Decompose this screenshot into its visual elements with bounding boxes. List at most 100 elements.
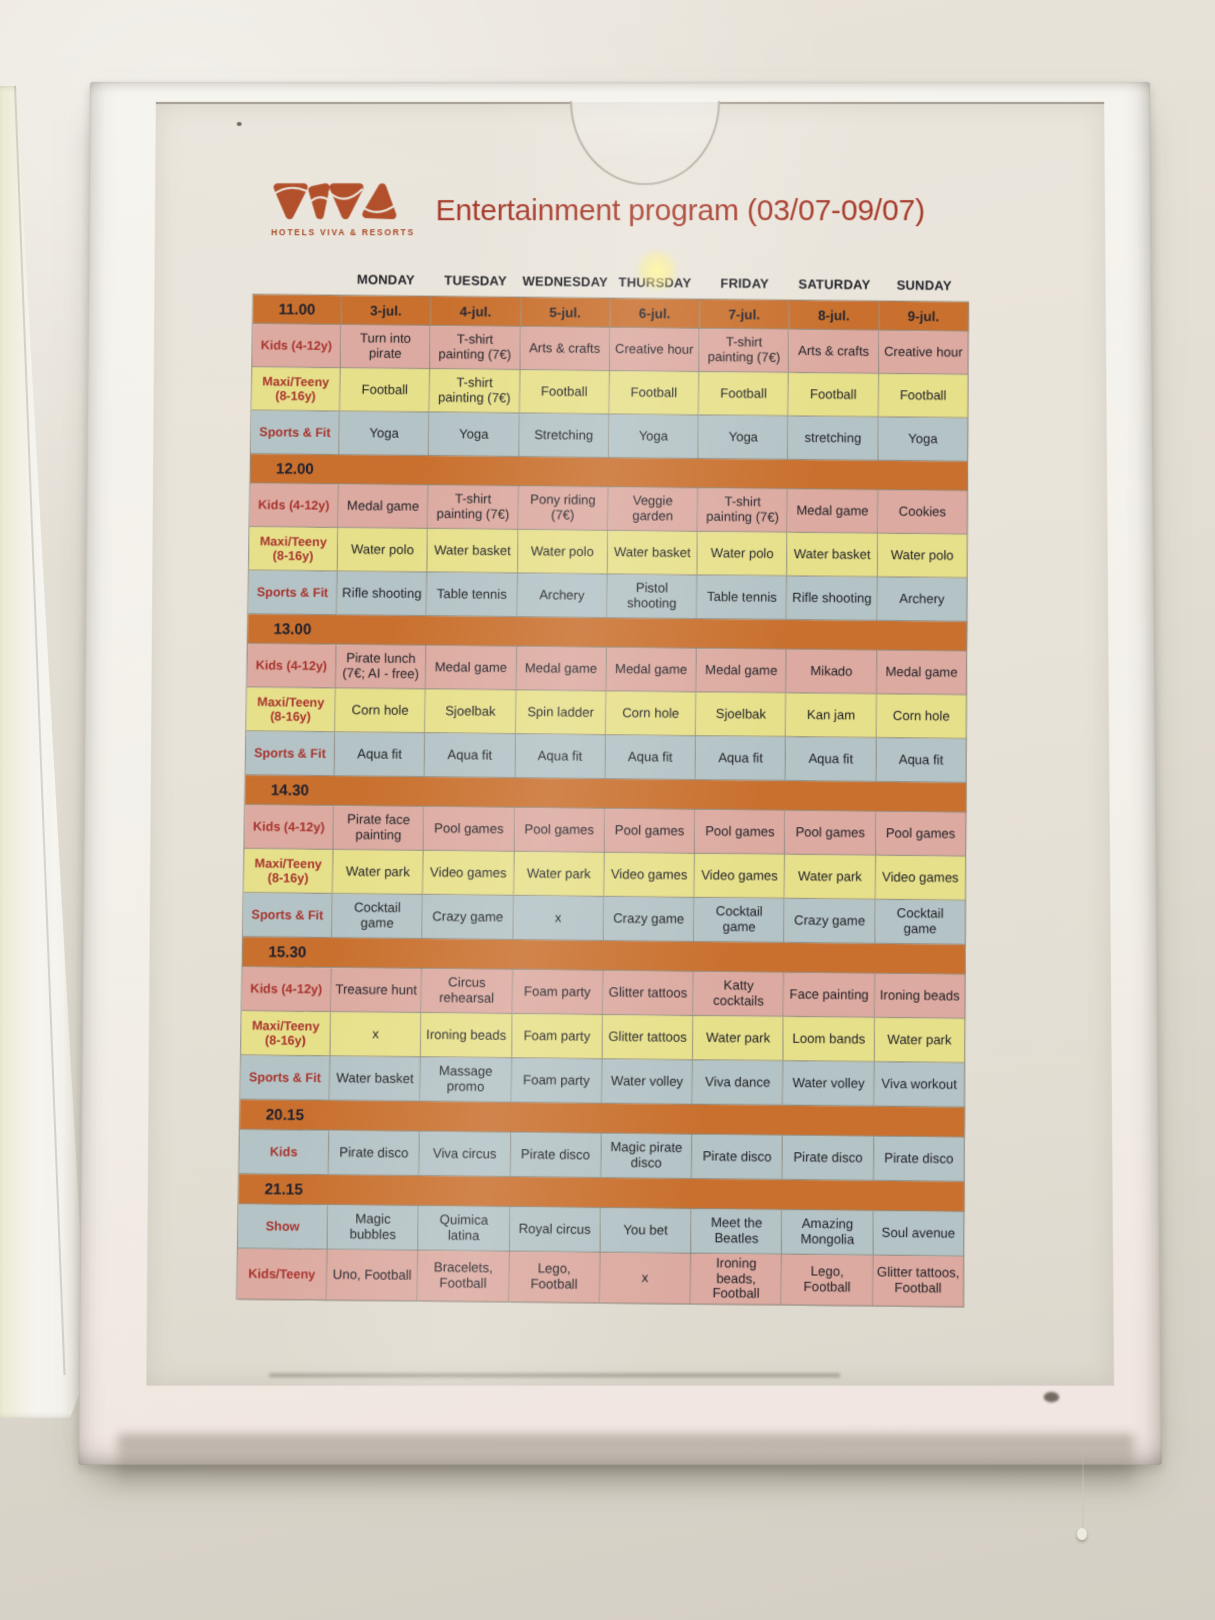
activity-cell: Medal game [606,647,697,693]
activity-cell: Creative hour [878,330,969,375]
activity-cell: Water volley [601,1059,694,1105]
activity-cell: Aqua fit [424,733,516,779]
activity-cell: Football [699,372,790,417]
activity-cell: T-shirt painting (7€) [429,369,521,414]
activity-cell: Cocktail game [875,899,966,945]
activity-cell: Foam party [511,1058,603,1104]
day-header-label: SATURDAY [798,275,871,292]
activity-cell: Pool games [514,807,606,853]
day-header-label: SUNDAY [896,276,952,293]
row-label: Maxi/Teeny (8-16y) [248,527,339,572]
activity-cell: Pool games [604,808,696,854]
activity-cell: You bet [600,1208,692,1254]
time-label: 14.30 [270,781,310,800]
row-label: Kids (4-12y) [241,966,332,1013]
activity-cell: Rifle shooting [337,571,428,617]
activity-cell: x [330,1012,422,1058]
date-cell: 8-jul. [789,300,880,331]
time-label: 13.00 [273,620,312,638]
activity-cell: Medal game [696,648,788,694]
activity-cell: Stretching [519,413,610,458]
activity-cell: Water basket [329,1056,422,1102]
activity-cell: Pool games [695,809,786,855]
row-label: Kids (4-12y) [244,804,335,850]
activity-cell: Viva circus [419,1131,511,1178]
activity-cell: Viva workout [874,1062,966,1108]
activity-cell: Pistol shooting [607,574,698,620]
activity-cell: Viva dance [692,1060,784,1106]
row-label: Kids/Teeny [237,1248,328,1301]
activity-cell: Football [788,372,879,418]
row-label: Maxi/Teeny (8-16y) [241,1011,332,1057]
activity-cell: Glitter tattoos [602,1015,694,1061]
day-header-label: MONDAY [356,271,415,287]
row-label: Maxi/Teeny (8-16y) [251,367,341,412]
activity-cell: Table tennis [427,572,518,618]
activity-cell: T-shirt painting (7€) [430,325,521,371]
activity-cell: T-shirt painting (7€) [697,488,789,533]
activity-cell: Water park [693,1015,785,1062]
date-cell: 4-jul. [430,296,521,327]
activity-cell: Arts & crafts [520,326,611,372]
activity-cell: Face painting [784,972,876,1018]
activity-cell: Water polo [877,533,968,579]
activity-cell: Crazy game [784,898,876,944]
activity-cell: Corn hole [876,694,967,740]
activity-cell: Medal game [876,650,968,696]
activity-cell: Medal game [338,484,429,529]
activity-cell: Archery [517,573,608,619]
activity-cell: Video games [604,852,696,898]
activity-cell: Aqua fit [334,732,426,778]
activity-cell: Water park [874,1017,966,1064]
activity-cell: Pool games [875,811,967,857]
activity-cell: Creative hour [609,327,700,373]
activity-cell: Water polo [337,528,429,573]
row-label: Show [237,1204,329,1250]
activity-cell: Ironing beads, Football [690,1253,783,1306]
activity-cell: Water polo [697,531,788,577]
activity-cell: Crazy game [422,894,514,941]
paint-drip-blob [1077,1528,1087,1540]
paper-speck [236,121,242,126]
day-header-row: MONDAYTUESDAYWEDNESDAYTHURSDAYFRIDAYSATU… [253,267,969,297]
activity-cell: Pirate disco [873,1136,965,1182]
activity-cell: Video games [694,853,786,899]
viva-logo: HOTELS VIVA & RESORTS [271,180,452,237]
activity-cell: Cocktail game [694,897,786,943]
day-header-spacer [253,267,342,290]
activity-cell: Water park [785,854,876,900]
poster-frame: HOTELS VIVA & RESORTS Entertainment prog… [78,82,1162,1465]
time-cell: 11.00 [253,294,342,325]
row-label: Sports & Fit [243,893,333,939]
activity-cell: Water basket [427,528,519,574]
day-header-label: TUESDAY [444,272,507,288]
activity-cell: Glitter tattoos [602,970,694,1016]
activity-cell: Glitter tattoos, Football [872,1255,965,1307]
activity-cell: Katty cocktails [693,971,785,1017]
day-header-label: FRIDAY [720,275,770,291]
activity-cell: Yoga [698,415,789,460]
activity-cell: Cocktail game [332,893,424,940]
activity-cell: Loom bands [783,1016,875,1063]
activity-cell: Pool games [785,810,877,856]
activity-cell: Lego, Football [781,1254,874,1307]
activity-cell: x [599,1252,692,1305]
activity-cell: Yoga [878,417,969,462]
activity-cell: Water basket [607,530,698,576]
row-label: Kids (4-12y) [247,643,337,689]
activity-cell: Water volley [783,1061,875,1107]
schedule-poster: HOTELS VIVA & RESORTS Entertainment prog… [146,100,1115,1386]
activity-cell: Medal game [516,646,607,692]
date-cell: 6-jul. [610,298,701,329]
activity-cell: Water polo [517,529,609,575]
row-label: Sports & Fit [248,570,338,616]
activity-cell: Veggie garden [608,487,699,532]
frame-shadow [118,1434,1134,1492]
activity-cell: Magic pirate disco [601,1133,693,1180]
activity-cell: Football [878,373,969,419]
row-label: Maxi/Teeny (8-16y) [243,848,334,894]
activity-cell: Ironing beads [421,1013,513,1059]
row-label: Kids [239,1129,330,1176]
activity-cell: Aqua fit [515,734,606,780]
activity-cell: Spin ladder [515,690,607,736]
